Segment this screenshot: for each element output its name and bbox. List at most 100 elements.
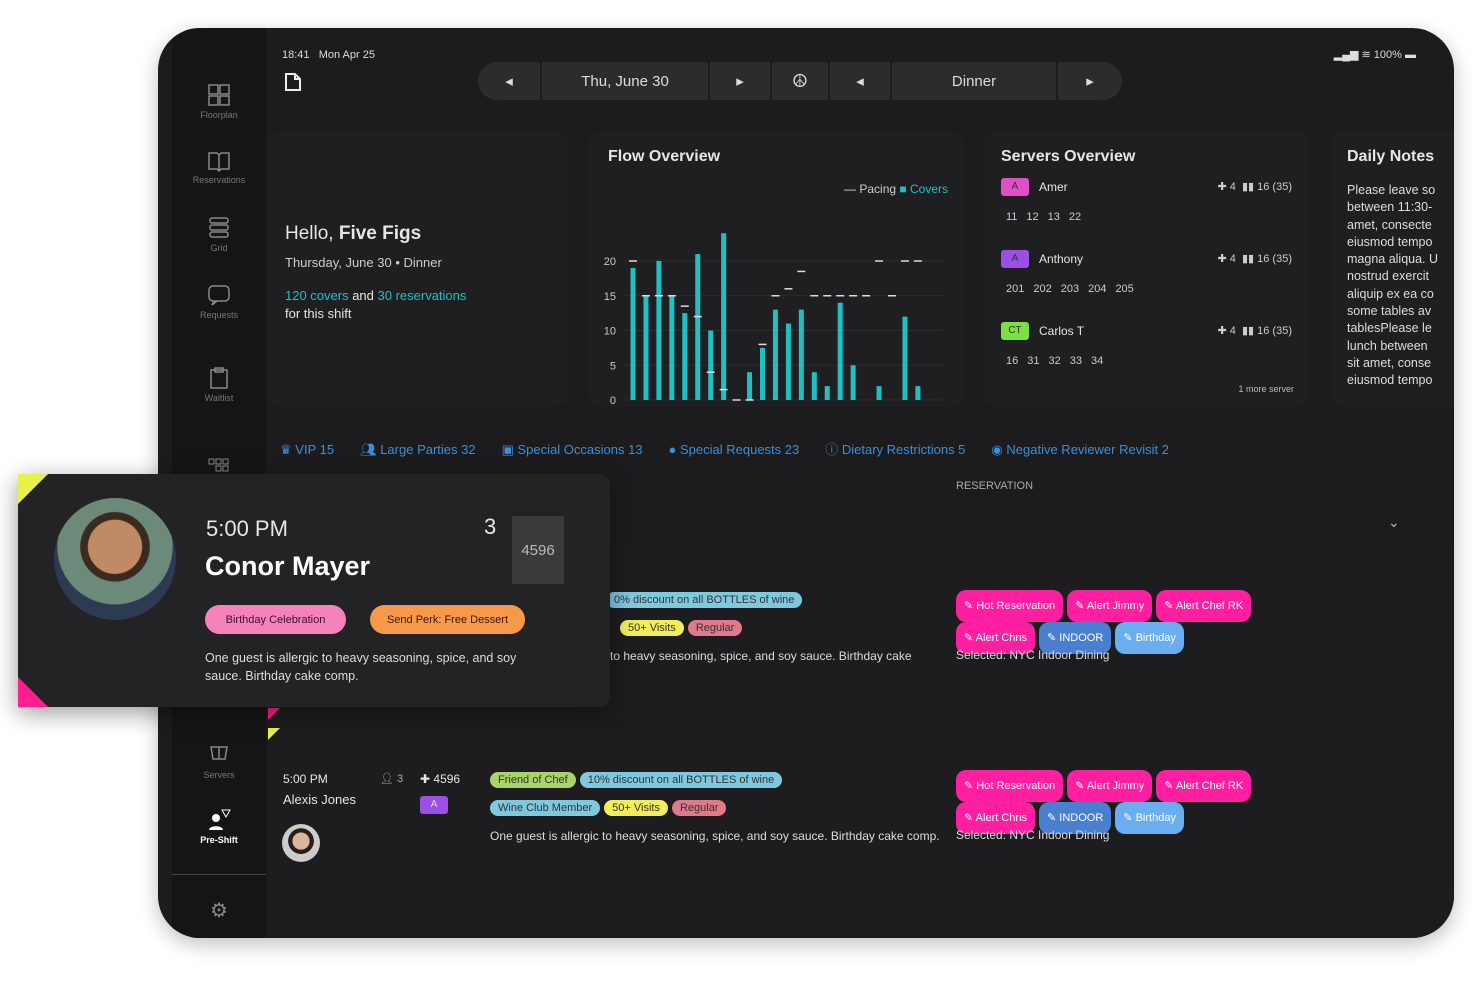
reservation-tag[interactable]: ✎ Birthday — [1115, 802, 1184, 834]
reservation-tag[interactable]: ✎ Hot Reservation — [956, 590, 1064, 622]
sidebar-item-servers[interactable]: Servers — [172, 743, 266, 780]
party-size: 👤︎ 3 — [380, 773, 404, 785]
date-selector[interactable]: Thu, June 30 — [542, 62, 708, 100]
table-chip[interactable]: 12 — [1026, 211, 1039, 223]
card-table-number: 4596 — [512, 516, 564, 584]
sidebar-item-pre-shift[interactable]: Pre-Shift — [172, 808, 266, 845]
reservation-tag[interactable]: ✎ Alert Jimmy — [1067, 770, 1153, 802]
filter-speech[interactable]: ● Special Requests 23 — [668, 442, 800, 457]
speech-icon: ● — [668, 442, 680, 457]
filter-crown[interactable]: ♛ VIP 15 — [280, 442, 335, 457]
peace-icon[interactable]: ☮ — [772, 62, 828, 100]
note-line: nostrud exercit — [1347, 269, 1429, 284]
book-icon: ▮▮ — [1241, 325, 1255, 337]
table-chip[interactable]: 203 — [1060, 283, 1080, 295]
flow-overview-panel: Flow Overview — Pacing ■ Covers 0 5 10 15 20… — [588, 131, 964, 407]
guest-tag[interactable]: 50+ Visits — [604, 800, 668, 816]
covers-bar — [798, 309, 804, 400]
send-perk-button[interactable]: Send Perk: Free Dessert — [370, 605, 525, 634]
filter-gift[interactable]: ▣ Special Occasions 13 — [501, 442, 643, 457]
server-tables: 201 202 203 204 205 — [1006, 279, 1143, 297]
table-row[interactable]: 5:00 PM Alexis Jones 👤︎ 3 ✚ 4596 A Friend… — [268, 728, 1454, 903]
filter-info[interactable]: ⓘ Dietary Restrictions 5 — [825, 442, 966, 457]
sidebar-item-grid[interactable]: Grid — [172, 216, 266, 253]
reservation-tag[interactable]: ✎ Hot Reservation — [956, 770, 1064, 802]
reservation-tag[interactable]: ✎ Alert Chris — [956, 622, 1036, 654]
reservation-tags: ✎ Hot Reservation ✎ Alert Jimmy ✎ Alert Ch… — [956, 590, 1296, 654]
table-chip[interactable]: 22 — [1068, 211, 1082, 223]
table-chip[interactable]: 31 — [1027, 355, 1040, 367]
next-date-button[interactable]: ▸ — [710, 62, 770, 100]
covers-bar — [630, 267, 636, 400]
reservation-tag[interactable]: ✎ Alert Chef RK — [1156, 770, 1252, 802]
table-chip[interactable]: 33 — [1069, 355, 1082, 367]
prev-shift-button[interactable]: ◂ — [830, 62, 890, 100]
next-shift-button[interactable]: ▸ — [1058, 62, 1122, 100]
server-badge: A — [420, 796, 448, 814]
guest-tag[interactable]: 10% discount on all BOTTLES of wine — [579, 772, 783, 788]
table-chip[interactable]: 202 — [1033, 283, 1052, 295]
covers-bar — [915, 386, 921, 400]
covers-bar — [785, 323, 791, 400]
sidebar-item-requests[interactable]: Requests — [172, 283, 266, 320]
guest-tag[interactable]: Wine Club Member — [490, 800, 601, 816]
servers-title: Servers Overview — [1001, 148, 1136, 165]
filter-people[interactable]: 👥︎ Large Parties 32 — [360, 442, 476, 457]
tag-icon: ✎ — [1164, 600, 1176, 612]
grid-icon — [209, 217, 229, 238]
table-chip[interactable]: 11 — [1006, 211, 1018, 223]
server-name[interactable]: Amer — [1039, 180, 1068, 194]
gear-icon[interactable]: ⚙ — [210, 900, 228, 922]
reservation-tag[interactable]: ✎ INDOOR — [1039, 622, 1112, 654]
reservation-tag[interactable]: ✎ INDOOR — [1039, 802, 1112, 834]
prev-date-button[interactable]: ◂ — [478, 62, 540, 100]
table-chip[interactable]: 16 — [1006, 355, 1019, 367]
guest-tag[interactable]: Regular — [671, 800, 727, 816]
more-servers-link[interactable]: 1 more server — [1238, 384, 1294, 394]
tag-icon: ✎ — [1123, 812, 1136, 824]
tag-icon: ✎ — [964, 812, 976, 824]
shift-selector[interactable]: Dinner — [892, 62, 1056, 100]
guest-tag[interactable]: Friend of Chef — [490, 772, 576, 788]
covers-bar — [850, 365, 856, 400]
reservation-tag[interactable]: ✎ Alert Chef RK — [1156, 590, 1252, 622]
guest-card[interactable]: 5:00 PM Conor Mayer 3 4596 Birthday Cele… — [18, 474, 610, 707]
guest-tag[interactable]: Regular — [687, 620, 743, 636]
guest-name[interactable]: Alexis Jones — [283, 792, 356, 807]
guest-tags: Wine Club Member 50+ Visits Regular — [490, 798, 730, 816]
note-line: amet, consecte — [1347, 217, 1432, 232]
table-chip[interactable]: 205 — [1115, 283, 1134, 295]
tables-icon: ✚ — [1217, 181, 1227, 193]
guest-tag[interactable]: 0% discount on all BOTTLES of wine — [606, 592, 803, 608]
table-number: ✚ 4596 — [420, 772, 461, 786]
note-line: eiusmod tempo — [1347, 373, 1433, 388]
reservation-tag[interactable]: ✎ Alert Chris — [956, 802, 1036, 834]
guest-tag[interactable]: 50+ Visits — [620, 620, 684, 636]
more-icon[interactable] — [172, 458, 266, 475]
server-name[interactable]: Carlos T — [1039, 324, 1085, 338]
server-name[interactable]: Anthony — [1039, 252, 1084, 266]
table-chip[interactable]: 13 — [1047, 211, 1060, 223]
reservation-tag[interactable]: ✎ Birthday — [1115, 622, 1184, 654]
covers-bar — [902, 316, 908, 400]
table-chip[interactable]: 34 — [1091, 355, 1104, 367]
filter-pin[interactable]: ◉ Negative Reviewer Revisit 2 — [991, 442, 1169, 457]
covers-bar — [760, 347, 765, 400]
chevron-down-icon[interactable]: ⌄ — [1388, 514, 1400, 530]
document-icon[interactable] — [284, 73, 302, 96]
sidebar-item-floorplan[interactable]: Floorplan — [172, 83, 266, 120]
table-chip[interactable]: 32 — [1048, 355, 1061, 367]
covers-bar — [669, 295, 675, 400]
card-note: One guest is allergic to heavy seasoning… — [205, 651, 517, 683]
sidebar-item-reservations[interactable]: Reservations — [172, 150, 266, 185]
table-chip[interactable]: 201 — [1006, 283, 1025, 295]
card-guest-name: Conor Mayer — [205, 551, 371, 581]
tag-label: Alert Chris — [975, 812, 1028, 824]
table-chip[interactable]: 204 — [1088, 283, 1107, 295]
greeting-subtitle: Thursday, June 30 • Dinner — [285, 255, 442, 270]
birthday-tag[interactable]: Birthday Celebration — [205, 605, 346, 634]
people-icon: 👥︎ — [360, 442, 381, 457]
pre-shift-icon — [209, 809, 231, 830]
sidebar-item-waitlist[interactable]: Waitlist — [172, 366, 266, 403]
reservation-tag[interactable]: ✎ Alert Jimmy — [1067, 590, 1153, 622]
